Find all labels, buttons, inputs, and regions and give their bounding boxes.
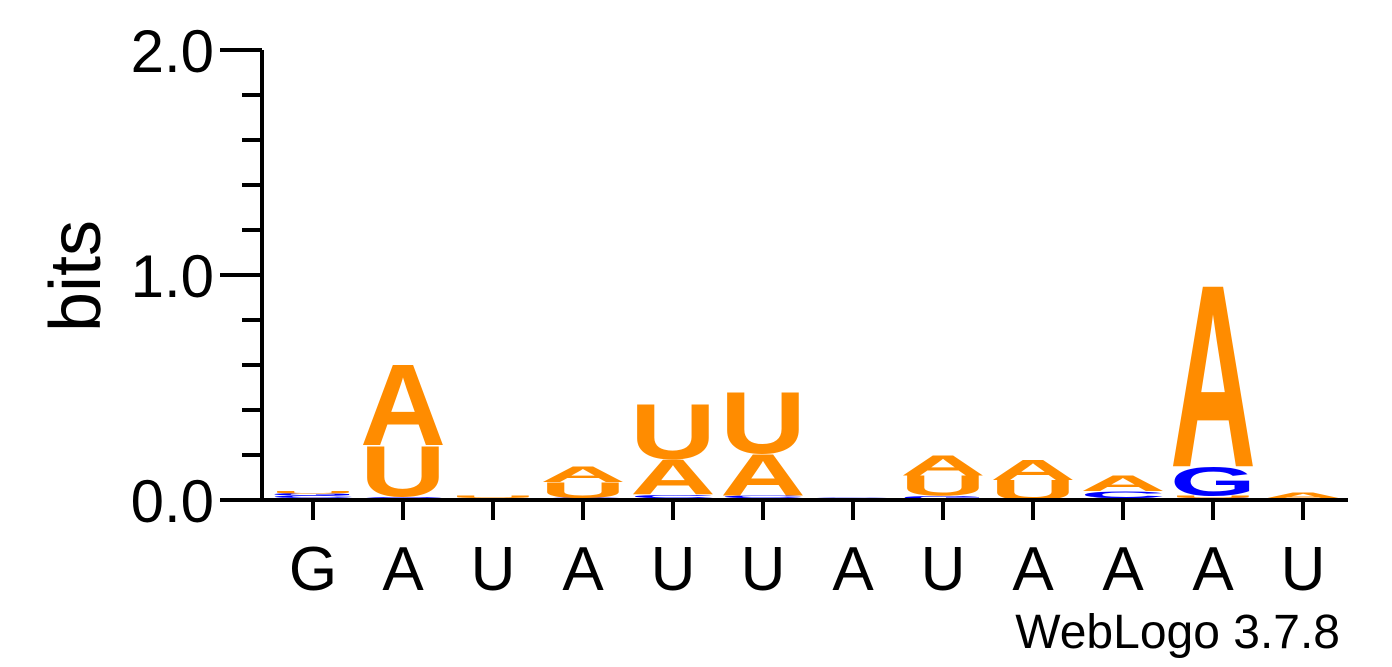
logo-letter-c: C xyxy=(1080,489,1166,499)
x-tick-label: A xyxy=(382,535,424,604)
x-tick-label: A xyxy=(1012,535,1054,604)
x-tick-label: G xyxy=(289,535,337,604)
x-tick-label: U xyxy=(1281,535,1326,604)
x-tick-label: U xyxy=(471,535,516,604)
y-tick-label: 1.0 xyxy=(131,243,214,310)
y-axis-label: bits xyxy=(36,220,116,332)
logo-letter-a: A xyxy=(360,340,446,470)
logo-letter-c: C xyxy=(270,495,356,499)
logo-letter-a: A xyxy=(1080,471,1166,496)
logo-letter-g: G xyxy=(900,495,986,500)
logo-letter-c: C xyxy=(630,493,716,498)
logo-letter-u: U xyxy=(630,388,716,475)
logo-letter-u: U xyxy=(270,490,356,494)
axes: 0.01.02.0G A U A U U A U A A A U xyxy=(131,18,1348,604)
x-tick-label: U xyxy=(741,535,786,604)
logo-letter-a: A xyxy=(990,454,1076,486)
logo-letter-a: A xyxy=(900,449,986,481)
logo-letter-a: A xyxy=(720,442,806,509)
logo-letter-a: A xyxy=(1260,491,1346,501)
logo-letter-a: A xyxy=(630,449,716,506)
logo-letter-g: G xyxy=(1170,459,1256,504)
logo-letter-g: G xyxy=(270,493,356,497)
logo-letter-a: A xyxy=(540,462,626,487)
logo-letter-u: U xyxy=(450,495,536,499)
y-tick-label: 0.0 xyxy=(131,468,214,535)
x-tick-label: A xyxy=(1192,535,1234,604)
x-tick-label: A xyxy=(832,535,874,604)
logo-letter-u: U xyxy=(720,373,806,471)
x-tick-label: A xyxy=(562,535,604,604)
logo-letter-u: U xyxy=(900,470,986,502)
y-tick-label: 2.0 xyxy=(131,18,214,85)
weblogo-credit: WebLogo 3.7.8 xyxy=(1015,606,1340,659)
x-tick-label: U xyxy=(921,535,966,604)
logo-letter-u: U xyxy=(1170,495,1256,499)
x-tick-label: A xyxy=(1102,535,1144,604)
x-tick-label: U xyxy=(651,535,696,604)
logo-letter-a: A xyxy=(1170,230,1256,522)
logo-letter-c: C xyxy=(720,495,806,499)
letter-stacks: ACGUCUAAUCUAGCAUGCAUCGUGUAUAGCACUGAUA xyxy=(270,230,1346,522)
